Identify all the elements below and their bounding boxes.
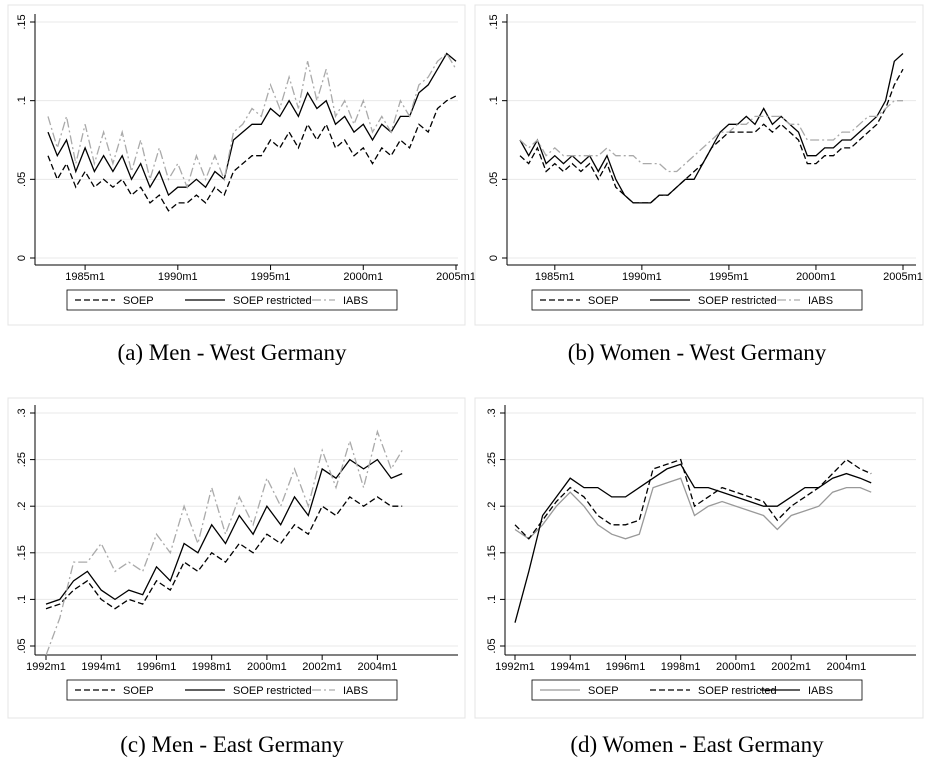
series-line <box>47 95 457 212</box>
y-tick-label: .25 <box>16 452 28 467</box>
series-line <box>514 463 872 623</box>
legend-box <box>66 289 398 311</box>
x-tick-label: 2000m1 <box>796 271 836 283</box>
legend-label: SOEP restricted <box>233 685 312 697</box>
legend-label: IABS <box>343 685 368 697</box>
series-line <box>45 458 403 605</box>
x-tick-label: 2002m1 <box>771 661 811 673</box>
series-line <box>519 100 903 173</box>
panel-frame <box>7 4 466 326</box>
series-line <box>519 68 904 204</box>
x-tick-label: 1994m1 <box>550 661 590 673</box>
legend-label: SOEP restricted <box>698 295 777 307</box>
series-line <box>45 429 403 656</box>
y-tick-label: 0 <box>488 255 500 261</box>
x-tick-label: 1995m1 <box>709 271 749 283</box>
x-tick-label: 2000m1 <box>247 661 287 673</box>
y-tick-label: .05 <box>488 172 500 187</box>
series-line <box>47 52 457 190</box>
y-tick-label: .2 <box>486 502 498 511</box>
panel-caption: (b) Women - West Germany <box>568 340 827 365</box>
panel-frame <box>7 397 466 719</box>
y-tick-label: .1 <box>486 595 498 604</box>
legend-label: SOEP restricted <box>698 685 777 697</box>
legend-label: SOEP <box>123 295 154 307</box>
legend-label: IABS <box>343 295 368 307</box>
y-tick-label: .1 <box>16 595 28 604</box>
x-tick-label: 2004m1 <box>827 661 867 673</box>
legend-box <box>531 289 863 311</box>
x-tick-label: 1985m1 <box>535 271 575 283</box>
series-line <box>45 496 403 610</box>
y-tick-label: .3 <box>16 408 28 417</box>
x-tick-label: 2000m1 <box>343 271 383 283</box>
legend-label: SOEP <box>588 295 619 307</box>
x-tick-label: 1990m1 <box>622 271 662 283</box>
x-tick-label: 2004m1 <box>358 661 398 673</box>
x-tick-label: 1992m1 <box>495 661 535 673</box>
panel-caption: (a) Men - West Germany <box>118 340 347 365</box>
y-tick-label: .1 <box>488 96 500 105</box>
legend-box <box>531 679 863 701</box>
x-tick-label: 1998m1 <box>661 661 701 673</box>
series-line <box>47 52 457 197</box>
x-tick-label: 1996m1 <box>606 661 646 673</box>
y-tick-label: .05 <box>486 638 498 653</box>
x-tick-label: 2005m1 <box>883 271 923 283</box>
y-tick-label: .1 <box>16 96 28 105</box>
x-tick-label: 1985m1 <box>65 271 105 283</box>
y-tick-label: .2 <box>16 502 28 511</box>
legend-box <box>66 679 398 701</box>
panel-caption: (d) Women - East Germany <box>570 732 824 757</box>
y-tick-label: 0 <box>16 255 28 261</box>
y-tick-label: .15 <box>486 545 498 560</box>
series-line <box>514 458 872 540</box>
x-tick-label: 2002m1 <box>302 661 342 673</box>
panel-caption: (c) Men - East Germany <box>120 732 344 757</box>
series-line <box>519 53 904 204</box>
legend-label: IABS <box>808 295 833 307</box>
x-tick-label: 2005m1 <box>436 271 476 283</box>
y-tick-label: .3 <box>486 408 498 417</box>
legend-label: SOEP <box>123 685 154 697</box>
legend-label: SOEP <box>588 685 619 697</box>
x-tick-label: 1995m1 <box>251 271 291 283</box>
y-tick-label: .05 <box>16 638 28 653</box>
x-tick-label: 1994m1 <box>81 661 121 673</box>
x-tick-label: 2000m1 <box>716 661 756 673</box>
panel-frame <box>474 4 924 326</box>
x-tick-label: 1992m1 <box>26 661 66 673</box>
x-tick-label: 1998m1 <box>192 661 232 673</box>
series-line <box>514 477 872 540</box>
y-tick-label: .25 <box>486 452 498 467</box>
legend-label: SOEP restricted <box>233 295 312 307</box>
x-tick-label: 1996m1 <box>137 661 177 673</box>
legend-label: IABS <box>808 685 833 697</box>
x-tick-label: 1990m1 <box>158 271 198 283</box>
y-tick-label: .15 <box>16 545 28 560</box>
y-tick-label: .15 <box>16 14 28 29</box>
y-tick-label: .05 <box>16 172 28 187</box>
y-tick-label: .15 <box>488 14 500 29</box>
panel-frame <box>474 397 924 719</box>
